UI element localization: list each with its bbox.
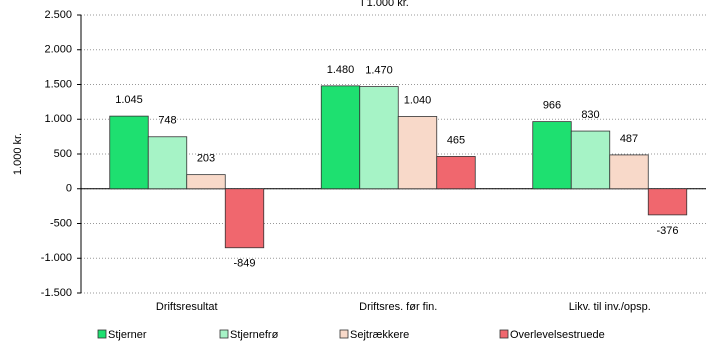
x-tick-label: Driftsres. før fin. [359, 301, 437, 313]
value-label: 1.045 [115, 94, 143, 106]
bar [436, 156, 476, 190]
bar [647, 188, 688, 216]
value-label: -849 [233, 258, 255, 270]
legend-swatch [339, 329, 349, 339]
legend-label: Stjernefrø [230, 329, 279, 341]
y-axis-label: 1.000 kr. [12, 133, 24, 175]
value-label: 1.480 [327, 64, 355, 76]
bar [570, 130, 611, 190]
bar [186, 174, 226, 190]
value-label: 966 [543, 100, 561, 112]
chart-title: i 1.000 kr. [361, 0, 409, 9]
value-label: 1.470 [365, 64, 393, 76]
value-label: 203 [197, 153, 215, 165]
bar [609, 154, 649, 190]
value-label: 748 [158, 115, 176, 127]
y-tick-label: 2.500 [44, 9, 72, 21]
bar [359, 86, 399, 190]
legend-swatch [219, 329, 229, 339]
x-tick-label: Likv. til inv./opsp. [569, 301, 651, 313]
bar [532, 121, 572, 190]
value-label: 830 [581, 109, 599, 121]
y-tick-label: -500 [50, 217, 72, 229]
y-tick-label: 1.000 [44, 113, 72, 125]
bar [397, 116, 438, 190]
y-tick-label: -1.000 [41, 252, 72, 264]
legend-swatch [97, 329, 107, 339]
legend-label: Stjerner [108, 329, 147, 341]
legend-label: Overlevelsestruede [510, 329, 605, 341]
bar [147, 136, 188, 190]
y-tick-label: 2.000 [44, 44, 72, 56]
x-tick-label: Driftsresultat [156, 301, 218, 313]
value-label: 1.040 [404, 94, 432, 106]
legend-label: Sejtrækkere [350, 329, 409, 341]
value-label: 465 [447, 134, 465, 146]
value-label: -376 [656, 225, 678, 237]
value-label: 487 [620, 133, 638, 145]
bar [320, 85, 361, 190]
bar [224, 188, 265, 249]
y-tick-label: 0 [66, 183, 72, 195]
bar [109, 115, 149, 190]
legend-swatch [499, 329, 509, 339]
y-tick-label: 1.500 [44, 78, 72, 90]
y-tick-label: 500 [54, 148, 72, 160]
y-tick-label: -1.500 [41, 287, 72, 299]
